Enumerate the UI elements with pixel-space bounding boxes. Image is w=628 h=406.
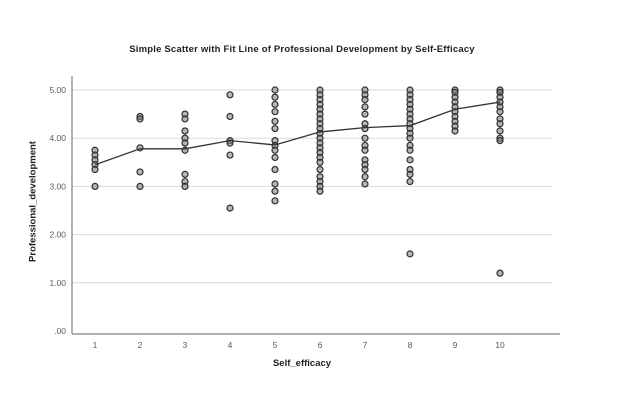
x-tick-label: 9 <box>453 340 458 350</box>
scatter-point <box>136 115 144 123</box>
scatter-point <box>361 103 369 111</box>
scatter-point <box>361 180 369 188</box>
scatter-point <box>316 187 324 195</box>
scatter-point <box>361 146 369 154</box>
scatter-point <box>496 127 504 135</box>
scatter-point <box>226 204 234 212</box>
scatter-point <box>271 165 279 174</box>
scatter-point <box>271 124 279 133</box>
scatter-point <box>226 151 234 159</box>
scatter-point <box>271 187 279 195</box>
scatter-point <box>406 134 414 142</box>
y-tick-labels: .00 1.00 2.00 3.00 4.00 5.00 <box>49 85 66 336</box>
y-tick-label: 5.00 <box>49 85 66 95</box>
scatter-point <box>226 112 234 121</box>
x-tick-label: 3 <box>183 340 188 350</box>
x-axis-title: Self_efficacy <box>272 358 332 369</box>
scatter-point <box>361 124 369 133</box>
x-tick-label: 1 <box>93 340 98 350</box>
x-tick-label: 4 <box>228 340 233 350</box>
scatter-point <box>271 180 279 188</box>
y-axis-title: Professional_development <box>27 141 39 262</box>
scatter-point <box>271 86 279 94</box>
scatter-point <box>496 137 504 145</box>
scatter-point <box>361 96 369 104</box>
scatter-point <box>316 158 324 166</box>
scatter-points <box>91 86 504 277</box>
scatter-point <box>91 165 99 174</box>
scatter-point <box>496 108 504 116</box>
scatter-point <box>271 100 279 109</box>
scatter-point <box>316 165 324 174</box>
axes <box>71 76 560 335</box>
x-tick-label: 8 <box>408 340 413 350</box>
scatter-point <box>361 134 369 142</box>
scatter-point <box>91 182 99 190</box>
scatter-point <box>271 146 279 154</box>
y-tick-label: 2.00 <box>49 230 66 240</box>
scatter-point <box>406 170 414 178</box>
scatter-point <box>451 127 459 135</box>
scatter-point <box>181 170 189 178</box>
scatter-point <box>136 182 144 190</box>
y-tick-label: .00 <box>54 326 66 336</box>
y-tick-label: 4.00 <box>49 133 66 143</box>
x-tick-label: 2 <box>138 340 143 350</box>
scatter-point <box>181 182 189 190</box>
scatter-point <box>361 110 369 118</box>
scatter-point <box>361 165 369 174</box>
x-tick-label: 5 <box>273 340 278 350</box>
scatter-point <box>406 250 414 258</box>
scatter-point <box>271 197 279 205</box>
x-tick-label: 6 <box>318 340 323 350</box>
x-tick-labels: 1 2 3 4 5 6 7 8 9 10 <box>93 340 505 350</box>
scatter-point <box>271 108 279 116</box>
x-tick-label: 10 <box>495 340 505 350</box>
scatter-point <box>181 115 189 123</box>
fit-line <box>94 101 501 166</box>
scatter-point <box>271 93 279 101</box>
scatter-point <box>406 146 414 154</box>
scatter-point <box>226 91 234 99</box>
x-tick-label: 7 <box>363 340 368 350</box>
y-tick-label: 1.00 <box>49 278 66 288</box>
scatter-point <box>406 156 414 164</box>
scatter-point <box>271 153 279 162</box>
scatter-point <box>406 177 414 186</box>
scatter-point <box>181 127 189 135</box>
scatter-point <box>181 139 189 147</box>
gridlines <box>72 89 552 284</box>
scatter-point <box>496 120 504 128</box>
scatter-point <box>271 117 279 125</box>
scatter-point <box>361 173 369 181</box>
scatter-point <box>136 168 144 176</box>
scatter-point <box>496 269 504 277</box>
chart-title: Simple Scatter with Fit Line of Professi… <box>129 44 475 55</box>
y-tick-label: 3.00 <box>49 181 66 191</box>
fit-line-path <box>94 101 501 166</box>
